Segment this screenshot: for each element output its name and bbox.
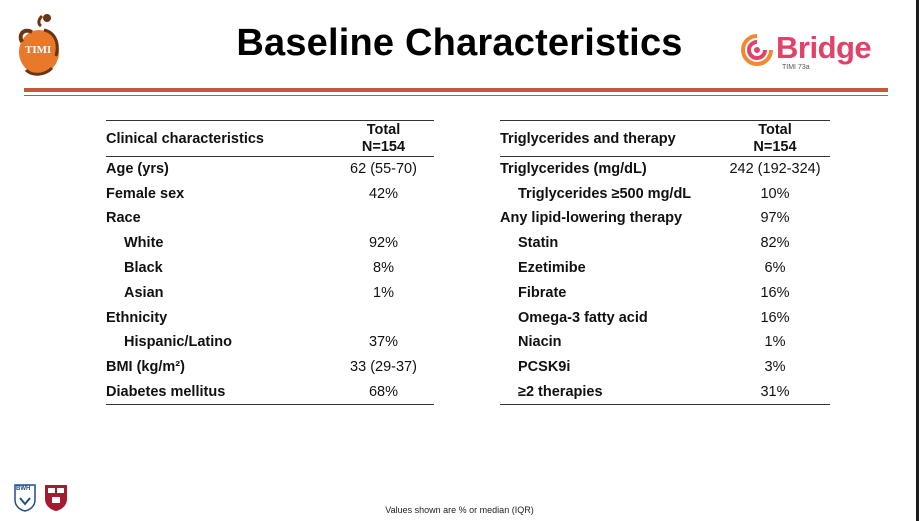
row-label: Triglycerides ≥500 mg/dL xyxy=(518,185,692,202)
row-value: 92% xyxy=(368,235,399,252)
table-row: White 92% xyxy=(106,231,434,256)
timi-figure-icon xyxy=(18,14,59,76)
row-value xyxy=(333,305,434,330)
bridge-logo: Bridge TIMI 73a xyxy=(738,30,898,76)
row-label: Any lipid-lowering therapy xyxy=(500,210,683,227)
bwh-logo-text: BWH xyxy=(16,486,31,492)
header-divider-thin xyxy=(24,95,888,96)
row-label: Omega-3 fatty acid xyxy=(518,309,648,326)
table-row: PCSK9i 3% xyxy=(500,355,830,380)
row-label: PCSK9i xyxy=(518,359,571,376)
table-row: Hispanic/Latino 37% xyxy=(106,330,434,355)
table-row: Black 8% xyxy=(106,256,434,281)
row-label: Fibrate xyxy=(518,284,567,301)
table-row: Ezetimibe 6% xyxy=(500,256,830,281)
row-label: Ethnicity xyxy=(106,309,168,326)
row-value: 8% xyxy=(373,260,394,277)
row-label: Triglycerides (mg/dL) xyxy=(500,161,647,178)
row-value: 33 (29-37) xyxy=(350,359,417,376)
row-label: BMI (kg/m²) xyxy=(106,359,185,376)
row-label: Ezetimibe xyxy=(518,260,586,277)
table-row: Asian 1% xyxy=(106,280,434,305)
row-label: ≥2 therapies xyxy=(500,379,720,405)
row-label: Age (yrs) xyxy=(106,161,169,178)
table-row: Female sex 42% xyxy=(106,181,434,206)
row-value: 242 (192-324) xyxy=(729,161,821,178)
column-header-total: Total N=154 xyxy=(720,120,830,157)
slide-frame-edge xyxy=(916,0,919,521)
row-value: 10% xyxy=(760,185,790,202)
row-label: Diabetes mellitus xyxy=(106,379,333,405)
table-row: Ethnicity xyxy=(106,305,434,330)
bridge-logo-subtitle: TIMI 73a xyxy=(782,64,810,71)
total-label: Total xyxy=(366,121,401,138)
table-row: Omega-3 fatty acid 16% xyxy=(500,305,830,330)
row-value: 31% xyxy=(720,379,830,405)
row-label: Asian xyxy=(124,284,164,301)
table-row: Race xyxy=(106,206,434,231)
total-label: Total xyxy=(758,121,792,138)
row-label: Niacin xyxy=(518,334,562,351)
row-value: 3% xyxy=(764,359,786,376)
column-header-label: Clinical characteristics xyxy=(106,120,333,157)
footnote: Values shown are % or median (IQR) xyxy=(385,505,534,515)
harvard-shield-icon xyxy=(45,485,67,511)
table-row: Triglycerides ≥500 mg/dL 10% xyxy=(500,181,830,206)
total-n: N=154 xyxy=(753,138,797,155)
table-row: Fibrate 16% xyxy=(500,280,830,305)
triglycerides-therapy-table: Triglycerides and therapy Total N=154 Tr… xyxy=(500,120,830,405)
table-row: Any lipid-lowering therapy 97% xyxy=(500,206,830,231)
row-label: Race xyxy=(106,210,141,227)
table-row: BMI (kg/m²) 33 (29-37) xyxy=(106,355,434,380)
timi-logo: TIMI xyxy=(14,12,64,78)
table-row: Diabetes mellitus 68% xyxy=(106,379,434,405)
row-value: 42% xyxy=(368,185,399,202)
row-label: White xyxy=(124,235,164,252)
column-header-label: Triglycerides and therapy xyxy=(500,120,720,157)
row-value: 1% xyxy=(764,334,786,351)
harvard-shield-logo xyxy=(44,484,68,512)
row-value: 6% xyxy=(764,260,786,277)
table-row: ≥2 therapies 31% xyxy=(500,379,830,405)
row-value: 62 (55-70) xyxy=(350,161,417,178)
row-value: 82% xyxy=(760,235,790,252)
bwh-logo: BWH xyxy=(14,484,36,512)
row-label: Statin xyxy=(518,235,559,252)
row-label: Hispanic/Latino xyxy=(124,334,232,351)
row-value: 1% xyxy=(373,284,394,301)
bwh-shield-icon xyxy=(14,484,36,512)
header-divider-thick xyxy=(24,88,888,92)
row-label: Black xyxy=(124,260,163,277)
row-label: Female sex xyxy=(106,185,185,202)
table-row: Statin 82% xyxy=(500,231,830,256)
bridge-logo-name: Bridge xyxy=(776,30,872,65)
row-value: 68% xyxy=(333,379,434,405)
table-header-row: Clinical characteristics Total N=154 xyxy=(106,120,434,157)
row-value: 16% xyxy=(760,284,790,301)
row-value: 16% xyxy=(760,309,790,326)
slide-title: Baseline Characteristics xyxy=(236,22,683,64)
table-row: Niacin 1% xyxy=(500,330,830,355)
row-value: 97% xyxy=(760,210,790,227)
clinical-characteristics-table: Clinical characteristics Total N=154 Age… xyxy=(106,120,434,405)
bridge-swirl-icon xyxy=(741,34,773,66)
total-n: N=154 xyxy=(361,138,406,155)
row-value xyxy=(333,206,434,231)
column-header-total: Total N=154 xyxy=(333,120,434,157)
table-row: Triglycerides (mg/dL) 242 (192-324) xyxy=(500,157,830,182)
table-header-row: Triglycerides and therapy Total N=154 xyxy=(500,120,830,157)
timi-logo-text: TIMI xyxy=(25,44,52,56)
row-value: 37% xyxy=(368,334,399,351)
table-row: Age (yrs) 62 (55-70) xyxy=(106,157,434,182)
